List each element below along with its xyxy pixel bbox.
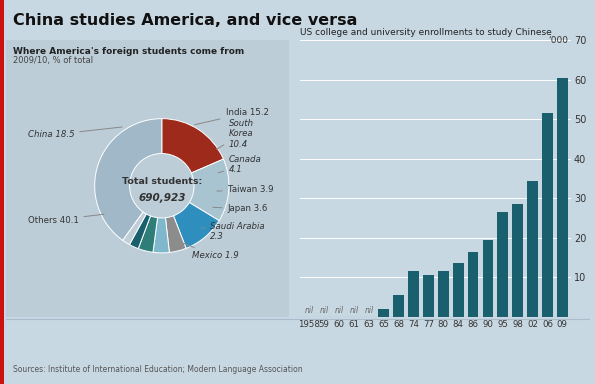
Text: 2009/10, % of total: 2009/10, % of total [13, 56, 93, 65]
Wedge shape [138, 216, 158, 252]
Wedge shape [153, 218, 170, 253]
Wedge shape [95, 119, 162, 240]
Text: China studies America, and vice versa: China studies America, and vice versa [13, 13, 358, 28]
Text: India 15.2: India 15.2 [195, 108, 268, 125]
Text: nil: nil [320, 306, 329, 315]
Text: nil: nil [334, 306, 344, 315]
Wedge shape [165, 216, 186, 252]
Bar [483, 240, 493, 317]
Text: Taiwan 3.9: Taiwan 3.9 [217, 185, 273, 194]
Wedge shape [174, 202, 219, 248]
Bar [453, 263, 464, 317]
Text: Sources: Institute of International Education; Modern Language Association: Sources: Institute of International Educ… [13, 366, 303, 374]
Text: ‘000: ‘000 [548, 36, 568, 45]
Text: Total students:: Total students: [121, 177, 202, 185]
Bar [423, 275, 434, 317]
Text: Others 40.1: Others 40.1 [27, 214, 104, 225]
Bar [468, 252, 478, 317]
Text: US college and university enrollments to study Chinese: US college and university enrollments to… [300, 28, 552, 36]
Wedge shape [130, 214, 151, 248]
Text: South
Korea
10.4: South Korea 10.4 [217, 119, 254, 149]
Text: nil: nil [364, 306, 374, 315]
Text: Where America's foreign students come from: Where America's foreign students come fr… [13, 47, 245, 56]
Text: Mexico 1.9: Mexico 1.9 [183, 243, 239, 260]
Text: Japan 3.6: Japan 3.6 [213, 204, 268, 213]
Wedge shape [162, 119, 223, 173]
Text: Canada
4.1: Canada 4.1 [218, 155, 262, 174]
Text: Saudi Arabia
2.3: Saudi Arabia 2.3 [202, 222, 265, 242]
Bar [497, 212, 508, 317]
Bar [557, 78, 568, 317]
Text: China 18.5: China 18.5 [27, 127, 122, 139]
Bar [393, 295, 404, 317]
Wedge shape [189, 159, 229, 221]
Bar [527, 180, 538, 317]
Text: nil: nil [349, 306, 359, 315]
Text: nil: nil [305, 306, 314, 315]
Bar [378, 309, 389, 317]
Wedge shape [123, 212, 146, 245]
Bar [438, 271, 449, 317]
Bar [542, 113, 553, 317]
Text: 690,923: 690,923 [138, 193, 186, 203]
Bar [512, 204, 523, 317]
Bar [408, 271, 419, 317]
